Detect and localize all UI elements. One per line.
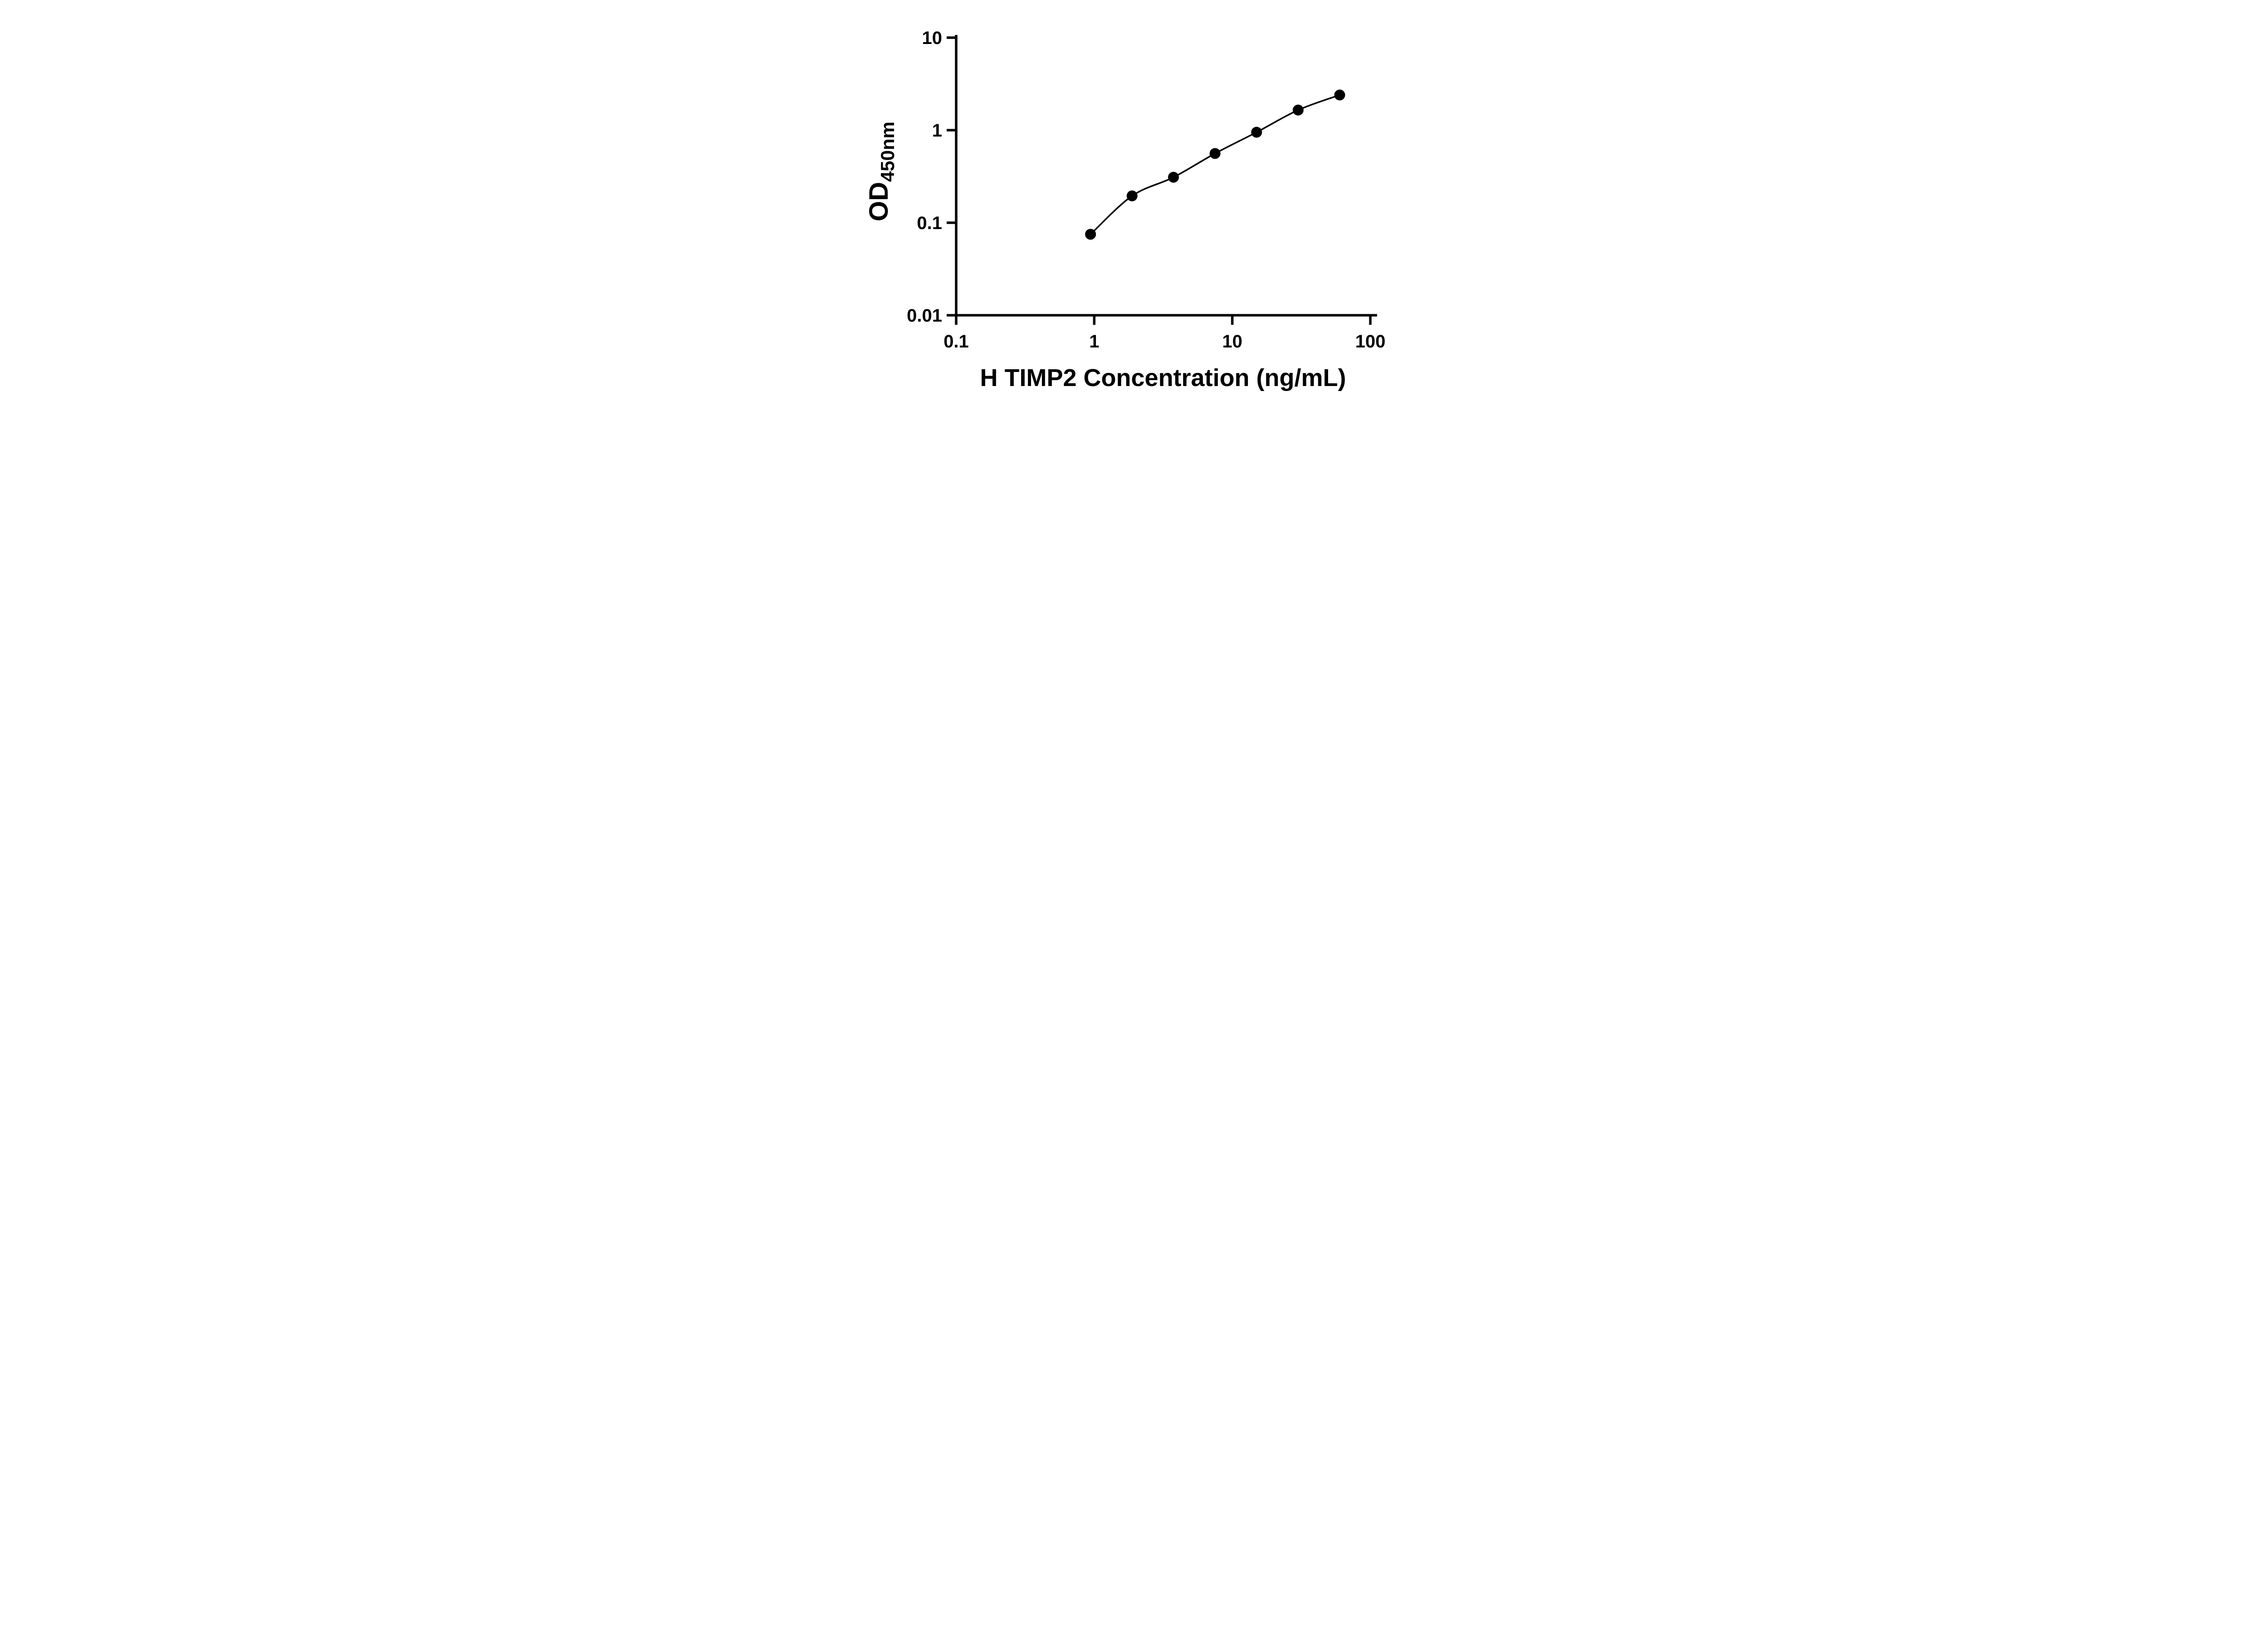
- x-tick-label: 0.1: [943, 332, 969, 352]
- x-tick-label: 1: [1089, 332, 1099, 352]
- y-tick-label: 0.1: [917, 213, 942, 233]
- y-tick-label: 1: [932, 121, 942, 141]
- axes-layer: [955, 35, 1377, 317]
- data-point: [1209, 148, 1221, 159]
- data-point: [1334, 89, 1345, 101]
- data-point: [1126, 190, 1138, 201]
- x-axis-title: H TIMP2 Concentration (ng/mL): [980, 364, 1346, 391]
- elisa-standard-curve-figure: 0.1 1 10 100 0.01 0.1 1 10 H TIMP2 Concentratio…: [842, 0, 1426, 408]
- fit-curve-layer: [1090, 94, 1340, 235]
- x-tick-label: 100: [1355, 332, 1386, 352]
- data-point: [1292, 104, 1304, 116]
- y-tick-label: 10: [922, 28, 943, 48]
- y-axis-title-base: OD: [864, 182, 894, 221]
- data-point: [1251, 127, 1262, 138]
- x-tick-label: 10: [1222, 332, 1242, 352]
- data-point-layer: [1085, 89, 1345, 240]
- tick-layer: [947, 36, 1372, 325]
- y-tick-label: 0.01: [907, 306, 942, 326]
- data-point: [1085, 229, 1096, 240]
- y-axis-title: OD450nm: [864, 122, 898, 221]
- data-point: [1168, 171, 1179, 183]
- y-axis-title-subscript: 450nm: [877, 122, 898, 182]
- fit-curve: [1090, 94, 1340, 235]
